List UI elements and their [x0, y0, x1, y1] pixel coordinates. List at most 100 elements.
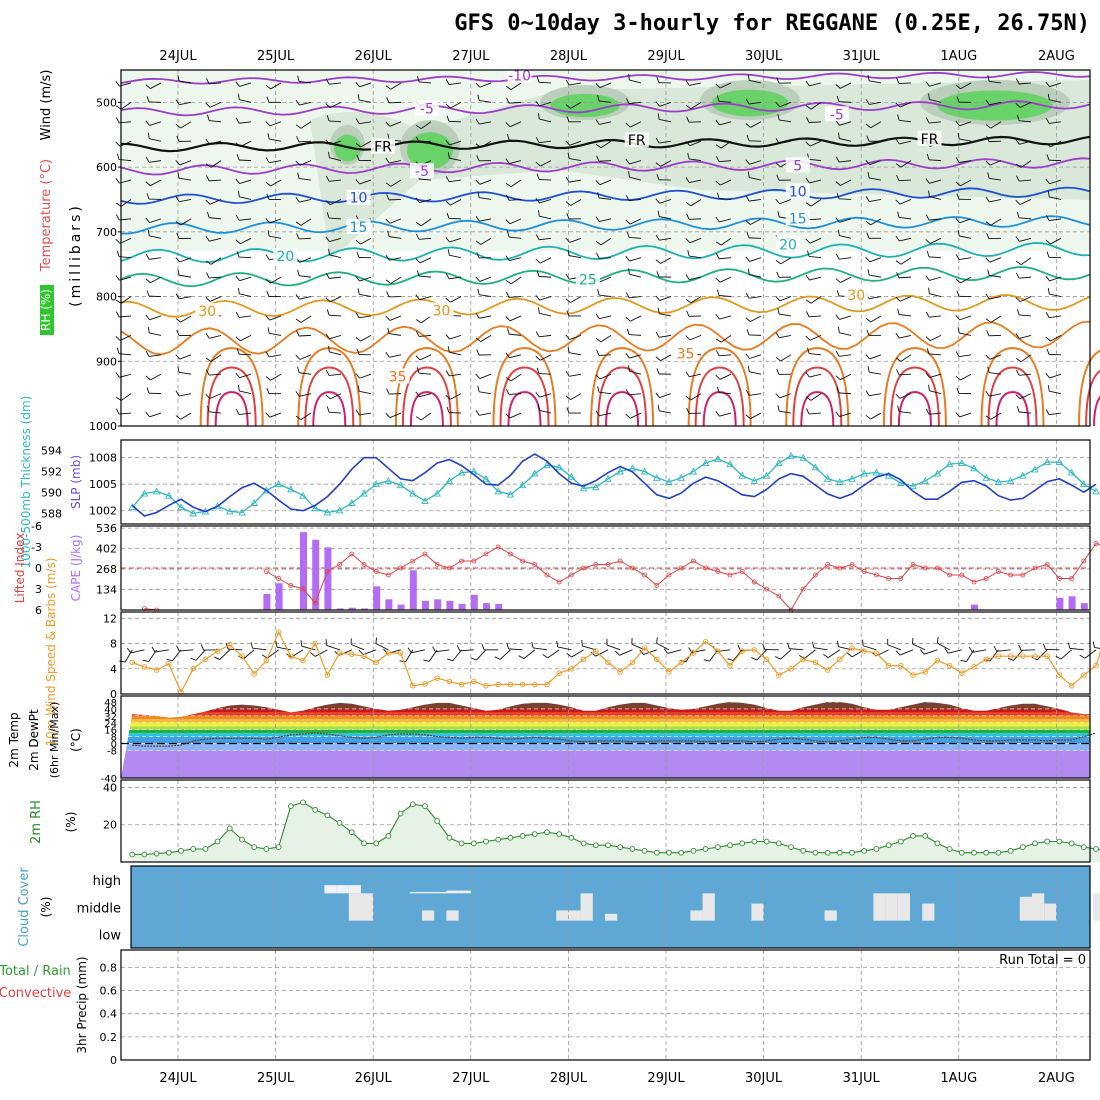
wind-barb-flag — [146, 193, 150, 200]
wind10m-barb — [350, 643, 365, 651]
wind-barb-flag — [175, 390, 180, 397]
wind-barb — [929, 179, 942, 184]
wind-barb — [330, 296, 342, 303]
lifted-index-point — [727, 572, 733, 578]
wind-barb-flag — [356, 251, 360, 258]
wind-barb-flag — [1015, 200, 1021, 205]
thickness-point — [860, 469, 868, 477]
wind-barb-flag — [838, 132, 840, 139]
thickness-point — [250, 499, 258, 506]
isotherm-label: 20 — [779, 237, 797, 253]
thickness-point — [762, 471, 771, 479]
wind-barb — [299, 160, 312, 166]
wind-barb-flag — [685, 80, 690, 86]
wind-barb-flag — [266, 193, 270, 200]
thickness-point — [1006, 477, 1015, 484]
wind-barb-flag — [355, 81, 360, 88]
wind10m-barb-flag — [993, 645, 998, 652]
isotherm-label-bg — [195, 303, 220, 319]
wind-barb-flag — [415, 124, 422, 130]
wind-barb-flag — [987, 269, 990, 276]
wind-barb-flag — [685, 335, 691, 341]
wind-barb-flag — [207, 405, 210, 412]
thickness-point — [1055, 458, 1064, 465]
wind-barb-flag — [177, 75, 180, 82]
rh2m-point — [690, 847, 697, 854]
wind-barb-flag — [925, 275, 930, 281]
wind10m-barb-flag — [142, 659, 149, 662]
temp-band — [121, 729, 1090, 734]
wind-barb — [809, 237, 822, 244]
wind10m-barb-flag — [399, 660, 406, 663]
wind-barb — [869, 80, 882, 84]
wind10m-barb — [804, 649, 816, 659]
wind-barb — [389, 160, 402, 164]
wind-barb — [1050, 334, 1062, 342]
wind-barb-flag — [238, 287, 240, 294]
wind-barb-flag — [566, 310, 570, 317]
wind10m-barb — [667, 649, 682, 654]
wind-barb — [538, 373, 552, 375]
lifted-index-point — [312, 600, 318, 606]
wind-barb — [180, 412, 192, 420]
wind-barb — [719, 315, 732, 320]
wind-barb-flag — [835, 84, 841, 89]
lifted-index-point — [337, 562, 343, 567]
wind-barb-flag — [415, 391, 420, 398]
wind10m-barb-flag — [762, 643, 766, 650]
wind-barb-flag — [326, 212, 330, 219]
isotherm-label: 35 — [389, 369, 407, 385]
wind-barb — [869, 393, 882, 397]
wind10m-point — [666, 669, 672, 675]
isotherm-label: 30 — [847, 288, 865, 304]
slp-tick: 1005 — [89, 478, 117, 491]
date-label-bottom: 26JUL — [355, 1071, 393, 1086]
cape-bar — [470, 594, 478, 610]
wind-barb-flag — [715, 253, 720, 259]
wind-barb-flag — [566, 116, 570, 122]
wind-barb-flag — [1015, 102, 1021, 108]
wind-barb — [719, 197, 732, 200]
wind-barb-flag — [355, 276, 360, 282]
lifted-index-line — [266, 542, 1100, 611]
rh2m-point — [1044, 838, 1051, 845]
wind-barb-flag — [505, 122, 511, 127]
wind-barb — [360, 140, 372, 148]
wind-barb — [929, 99, 942, 103]
wind-barb — [749, 296, 762, 299]
wind-barb-flag — [565, 176, 570, 183]
thickness-point — [152, 487, 161, 495]
wind-barb — [149, 354, 162, 357]
wind-barb-flag — [955, 375, 961, 381]
wind-barb-flag — [206, 272, 210, 279]
cape-tick: 268 — [96, 563, 117, 576]
rh2m-point — [788, 844, 794, 850]
wind-barb-flag — [297, 269, 300, 276]
wind-barb-flag — [595, 313, 600, 319]
wind10m-point — [690, 650, 697, 656]
wind-barb — [298, 334, 312, 337]
wind10m-barb-flag — [1079, 654, 1086, 659]
wind-barb-flag — [297, 172, 300, 179]
isotherm-label: 30 — [198, 304, 216, 320]
wind-barb-flag — [446, 406, 450, 413]
wind10m-point — [580, 656, 587, 663]
wind-barb-flag — [177, 366, 180, 373]
wind-barb — [449, 157, 462, 162]
wind-barb — [1019, 82, 1032, 85]
wind-barb — [299, 296, 312, 300]
rh2m-point — [775, 840, 782, 847]
wind-barb-flag — [115, 311, 120, 318]
wind-barb-flag — [625, 122, 631, 128]
wind-barb — [719, 121, 732, 126]
ylabel-temp-group: Temperature (°C) — [39, 159, 54, 272]
wind-barb-flag — [357, 94, 360, 101]
wind-barb — [659, 410, 672, 414]
wind-barb — [1019, 237, 1032, 242]
wind-barb-flag — [325, 394, 331, 400]
wind-barb-flag — [836, 387, 840, 394]
rh2m-point — [312, 806, 319, 813]
wind-barb-flag — [385, 157, 390, 164]
wind-barb-flag — [505, 377, 512, 382]
